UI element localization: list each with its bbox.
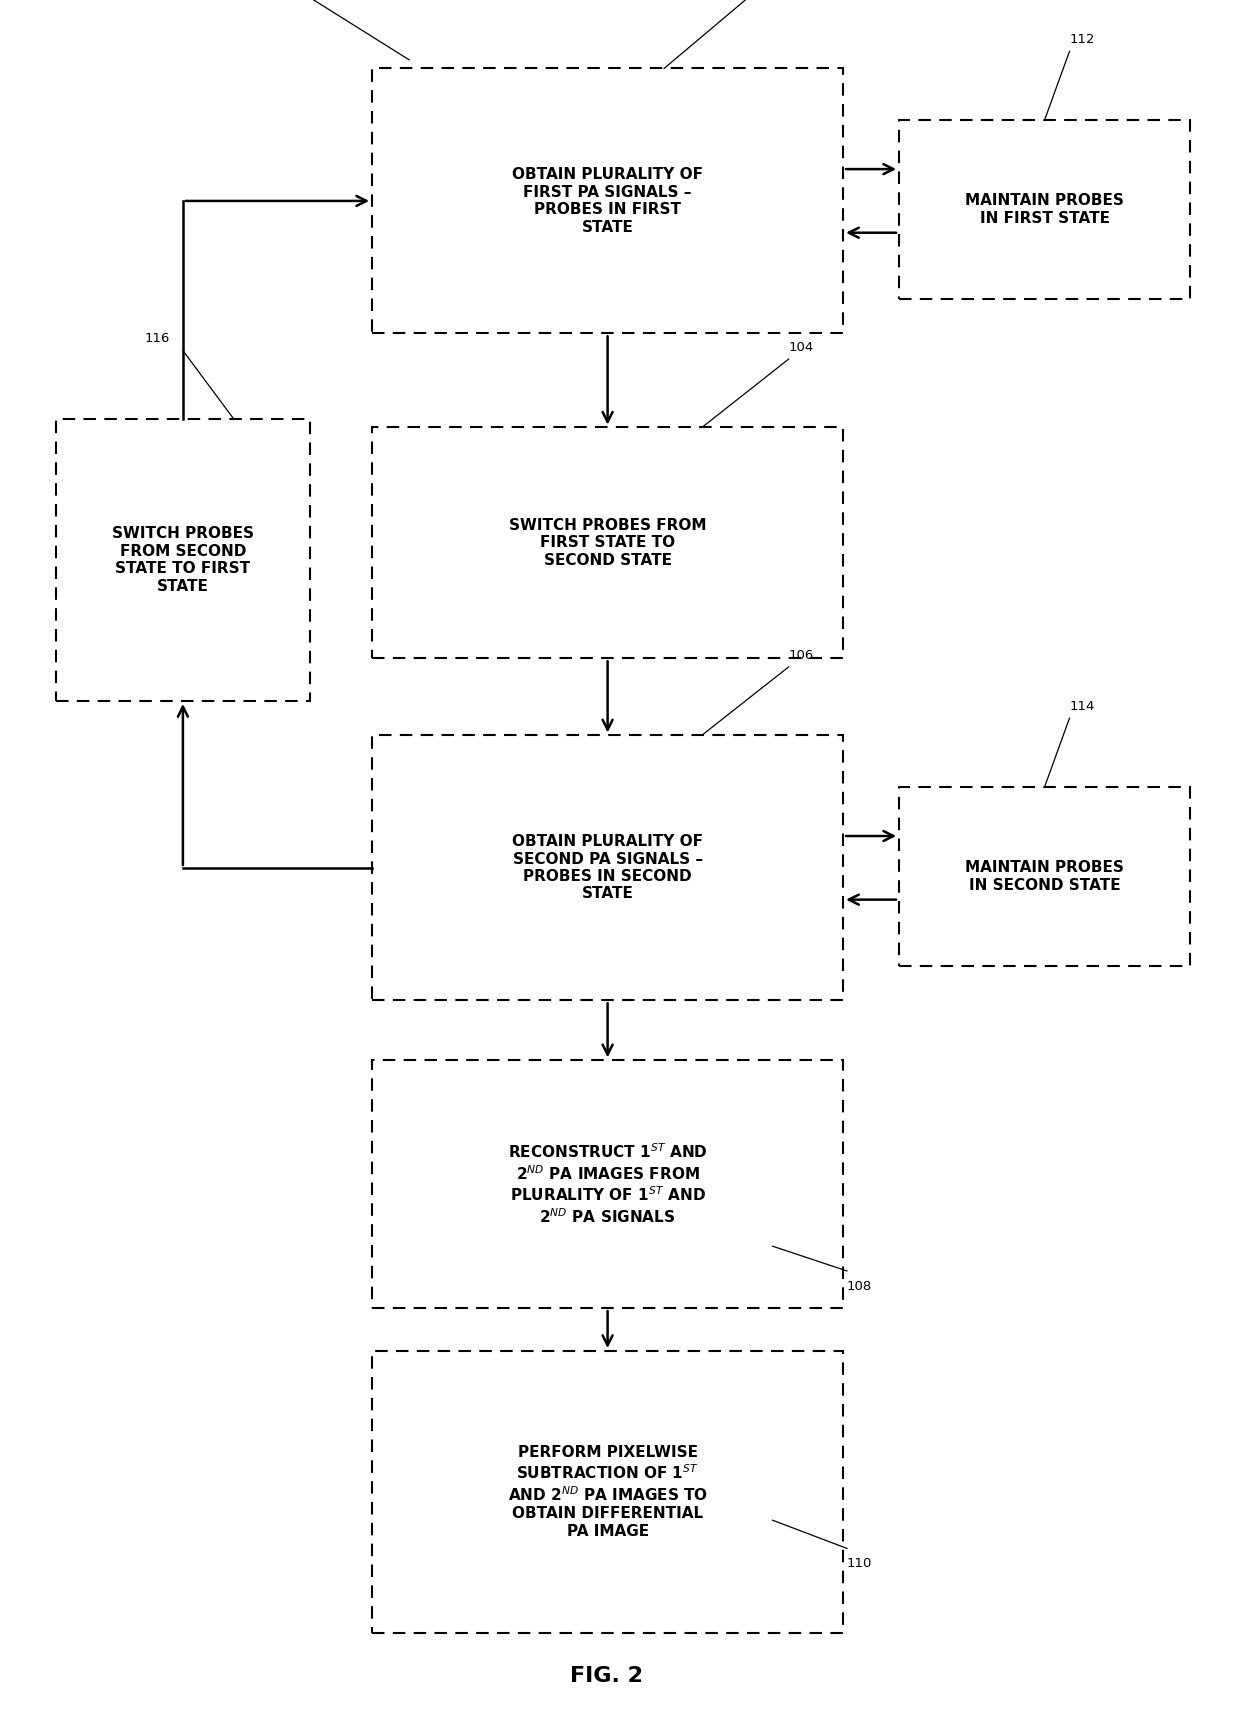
Bar [899, 120, 1190, 299]
Text: 104: 104 [789, 340, 813, 354]
Text: PERFORM PIXELWISE
SUBTRACTION OF 1$^{ST}$
AND 2$^{ND}$ PA IMAGES TO
OBTAIN DIFFE: PERFORM PIXELWISE SUBTRACTION OF 1$^{ST}… [507, 1445, 708, 1539]
Text: SWITCH PROBES FROM
FIRST STATE TO
SECOND STATE: SWITCH PROBES FROM FIRST STATE TO SECOND… [508, 518, 707, 568]
Text: 108: 108 [847, 1279, 872, 1293]
Text: RECONSTRUCT 1$^{ST}$ AND
2$^{ND}$ PA IMAGES FROM
PLURALITY OF 1$^{ST}$ AND
2$^{N: RECONSTRUCT 1$^{ST}$ AND 2$^{ND}$ PA IMA… [507, 1142, 708, 1226]
Text: MAINTAIN PROBES
IN FIRST STATE: MAINTAIN PROBES IN FIRST STATE [965, 193, 1125, 226]
Bar [372, 68, 843, 333]
Text: FIG. 2: FIG. 2 [570, 1666, 642, 1686]
Text: OBTAIN PLURALITY OF
FIRST PA SIGNALS –
PROBES IN FIRST
STATE: OBTAIN PLURALITY OF FIRST PA SIGNALS – P… [512, 168, 703, 234]
Bar [372, 735, 843, 1000]
Text: OBTAIN PLURALITY OF
SECOND PA SIGNALS –
PROBES IN SECOND
STATE: OBTAIN PLURALITY OF SECOND PA SIGNALS – … [512, 834, 703, 901]
Text: 112: 112 [1069, 32, 1095, 46]
Bar [372, 428, 843, 658]
Text: 110: 110 [847, 1556, 872, 1570]
Bar [372, 1351, 843, 1633]
Text: 106: 106 [789, 648, 813, 662]
Text: 114: 114 [1069, 699, 1095, 713]
Bar [56, 419, 310, 701]
Bar [372, 1060, 843, 1308]
Text: 116: 116 [145, 332, 170, 345]
Text: SWITCH PROBES
FROM SECOND
STATE TO FIRST
STATE: SWITCH PROBES FROM SECOND STATE TO FIRST… [112, 527, 254, 593]
Text: MAINTAIN PROBES
IN SECOND STATE: MAINTAIN PROBES IN SECOND STATE [965, 860, 1125, 893]
Bar [899, 787, 1190, 966]
